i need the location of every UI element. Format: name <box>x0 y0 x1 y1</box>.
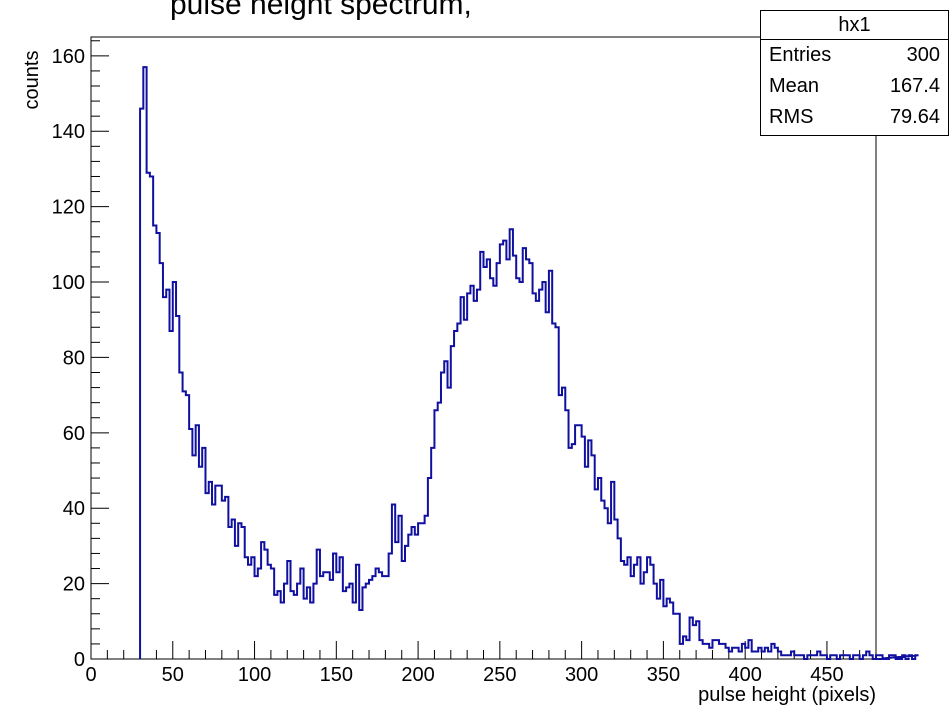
y-tick-label: 40 <box>63 498 85 520</box>
axes <box>90 36 877 660</box>
x-tick-label: 100 <box>238 664 271 686</box>
y-tick-label: 140 <box>52 121 85 143</box>
x-tick-label: 0 <box>85 664 96 686</box>
y-tick-label: 80 <box>63 347 85 369</box>
stats-row-entries: Entries 300 <box>761 40 948 71</box>
x-tick-label: 250 <box>483 664 516 686</box>
stats-label: RMS <box>769 106 814 128</box>
stats-value: 300 <box>906 44 940 66</box>
x-tick-label: 350 <box>647 664 680 686</box>
y-tick-label: 0 <box>74 649 85 671</box>
ticks: 0 50 100 150 200 250 300 350 400 450 0 20 40 60 80 100 1… <box>52 40 877 686</box>
x-tick-label: 400 <box>728 664 761 686</box>
stats-box: hx1 Entries 300 Mean 167.4 RMS 79.64 <box>760 10 949 136</box>
stats-row-mean: Mean 167.4 <box>761 71 948 102</box>
y-tick-label: 120 <box>52 197 85 219</box>
histogram-bars <box>139 66 919 660</box>
plot-frame <box>90 36 877 660</box>
chart-title: pulse height spectrum, <box>170 0 472 21</box>
y-axis-label: counts <box>21 51 43 110</box>
stats-row-rms: RMS 79.64 <box>761 102 948 133</box>
y-tick-label: 60 <box>63 423 85 445</box>
x-tick-label: 300 <box>565 664 598 686</box>
x-axis-label: pulse height (pixels) <box>698 684 876 706</box>
x-tick-label: 200 <box>401 664 434 686</box>
histogram-outline <box>139 66 919 660</box>
x-tick-label: 150 <box>320 664 353 686</box>
y-tick-label: 160 <box>52 46 85 68</box>
y-tick-label: 20 <box>63 574 85 596</box>
y-tick-label: 100 <box>52 272 85 294</box>
x-tick-label: 50 <box>162 664 184 686</box>
stats-value: 79.64 <box>889 106 940 128</box>
stats-value: 167.4 <box>889 75 940 97</box>
stats-title: hx1 <box>761 11 948 40</box>
stats-label: Entries <box>769 44 832 66</box>
stats-label: Mean <box>769 75 820 97</box>
x-tick-label: 450 <box>810 664 843 686</box>
